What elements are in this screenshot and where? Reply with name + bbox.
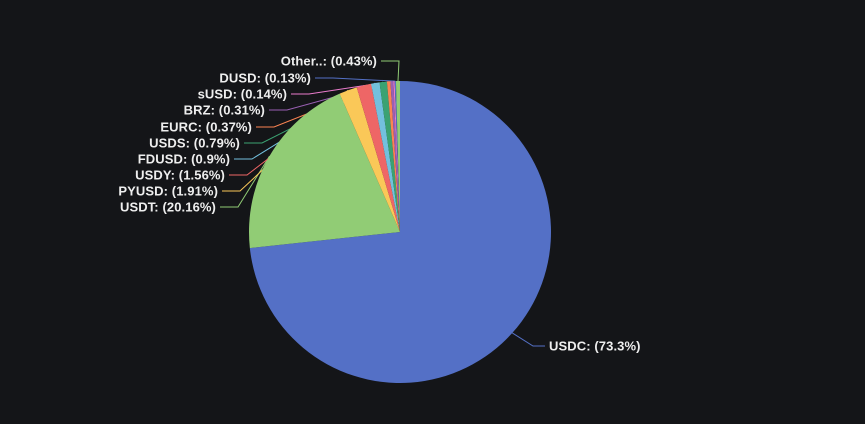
pie-slice-usdt[interactable] xyxy=(248,93,400,249)
slice-label-susd: sUSD: (0.14%) xyxy=(198,87,287,102)
pie-slice-fdusd[interactable] xyxy=(371,82,400,233)
label-lines-layer xyxy=(220,60,545,347)
slice-label-other: Other..: (0.43%) xyxy=(281,54,377,69)
pie-slices-layer xyxy=(248,81,551,384)
label-line-usdc xyxy=(512,332,545,347)
slice-label-eurc: EURC: (0.37%) xyxy=(160,120,252,135)
slice-labels-layer: USDC: (73.3%) USDT: (20.16%)PYUSD: (1.91%… xyxy=(118,54,640,354)
slice-label-usdt: USDT: (20.16%) xyxy=(120,200,216,215)
pie-slice-other[interactable] xyxy=(395,81,400,232)
label-line-other xyxy=(381,60,400,82)
pie-slice-eurc[interactable] xyxy=(386,81,400,232)
slice-label-dusd: DUSD: (0.13%) xyxy=(219,71,311,86)
slice-label-pyusd: PYUSD: (1.91%) xyxy=(118,184,218,199)
slice-label-usdy: USDY: (1.56%) xyxy=(135,168,225,183)
pie-slice-pyusd[interactable] xyxy=(339,87,400,232)
pie-slice-usdy[interactable] xyxy=(356,83,400,232)
slice-label-fdusd: FDUSD: (0.9%) xyxy=(138,152,230,167)
pie-slice-brz[interactable] xyxy=(390,81,400,233)
pie-slice-dusd[interactable] xyxy=(394,81,400,232)
pie-slice-usds[interactable] xyxy=(379,81,400,232)
pie-slice-usdc[interactable] xyxy=(249,81,551,384)
slice-label-usds: USDS: (0.79%) xyxy=(149,136,240,151)
pie-slice-susd[interactable] xyxy=(393,81,400,232)
slice-label-brz: BRZ: (0.31%) xyxy=(184,103,265,118)
slice-label-usdc: USDC: (73.3%) xyxy=(549,339,641,354)
label-line-dusd xyxy=(315,77,396,82)
